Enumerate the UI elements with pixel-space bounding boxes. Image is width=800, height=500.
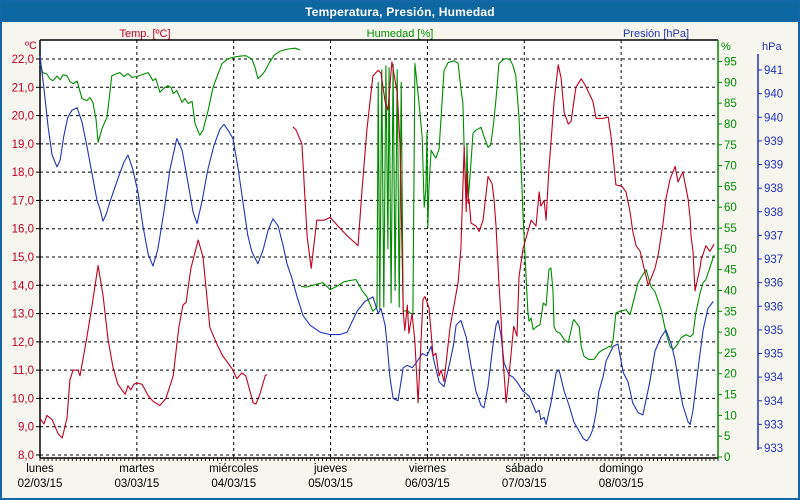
temp-tick-label: 12,0: [12, 337, 34, 349]
day-name-label: domingo: [599, 463, 643, 475]
humidity-tick-label: 5: [724, 431, 730, 443]
temp-tick-label: 14,0: [12, 280, 34, 292]
humidity-tick-label: 15: [724, 390, 737, 402]
pressure-tick-label: 938: [764, 207, 783, 219]
day-date-label: 05/03/15: [308, 478, 353, 490]
humidity-tick-label: 75: [724, 140, 737, 152]
temp-tick-label: 22,0: [12, 54, 34, 66]
humidity-tick-label: 70: [724, 161, 737, 173]
temp-tick-label: 10,0: [12, 393, 34, 405]
humidity-tick-label: 90: [724, 77, 737, 89]
humidity-tick-label: 45: [724, 265, 737, 277]
humidity-tick-label: 25: [724, 348, 737, 360]
humidity-tick-label: 35: [724, 306, 737, 318]
pressure-tick-label: 936: [764, 278, 783, 290]
humidity-tick-label: 55: [724, 223, 737, 235]
humidity-series-line: [39, 47, 301, 143]
day-name-label: sábado: [505, 463, 543, 475]
temp-tick-label: 8,0: [18, 450, 34, 462]
temp-tick-label: 18,0: [12, 167, 34, 179]
pressure-tick-label: 934: [764, 396, 784, 408]
pressure-tick-label: 935: [764, 349, 783, 361]
day-name-label: lunes: [26, 463, 54, 475]
humidity-series-label: Humedad [%]: [366, 28, 434, 40]
pressure-tick-label: 936: [764, 301, 783, 313]
pressure-tick-label: 937: [764, 254, 783, 266]
pressure-tick-label: 940: [764, 112, 783, 124]
humidity-tick-label: 95: [724, 57, 737, 69]
temp-tick-label: 11,0: [12, 365, 34, 377]
temp-series-label: Temp. [ºC]: [119, 28, 171, 40]
pressure-series-line: [39, 55, 714, 442]
humidity-tick-label: 0: [724, 452, 730, 464]
day-name-label: miércoles: [209, 463, 258, 475]
pressure-tick-label: 941: [764, 65, 783, 77]
day-date-label: 06/03/15: [405, 478, 450, 490]
day-name-label: martes: [119, 463, 154, 475]
temp-series-line: [39, 239, 268, 439]
humidity-tick-label: 85: [724, 98, 737, 110]
day-date-label: 08/03/15: [599, 478, 644, 490]
window-title: Temperatura, Presión, Humedad: [305, 5, 495, 19]
temp-tick-label: 13,0: [12, 309, 34, 321]
humidity-tick-label: 10: [724, 410, 737, 422]
humidity-tick-label: 65: [724, 181, 737, 193]
humidity-tick-label: 60: [724, 202, 737, 214]
temp-tick-label: 20,0: [12, 111, 34, 123]
day-date-label: 03/03/15: [114, 478, 159, 490]
day-date-label: 04/03/15: [211, 478, 256, 490]
day-date-label: 02/03/15: [18, 478, 63, 490]
pressure-tick-label: 940: [764, 89, 783, 101]
temp-series-line: [292, 61, 715, 404]
temp-tick-label: 16,0: [12, 224, 34, 236]
day-name-label: jueves: [313, 463, 347, 475]
temp-axis-unit: ºC: [25, 40, 37, 52]
pressure-tick-label: 935: [764, 325, 783, 337]
pressure-series-label: Presión [hPa]: [622, 28, 690, 40]
temp-tick-label: 17,0: [12, 195, 34, 207]
humidity-tick-label: 80: [724, 119, 737, 131]
humidity-tick-label: 40: [724, 285, 737, 297]
pressure-tick-label: 934: [764, 372, 784, 384]
title-bar: Temperatura, Presión, Humedad: [2, 2, 798, 22]
day-date-label: 07/03/15: [502, 478, 547, 490]
pressure-tick-label: 937: [764, 230, 783, 242]
humidity-tick-label: 30: [724, 327, 737, 339]
pressure-axis-unit: hPa: [762, 41, 782, 53]
humidity-tick-label: 20: [724, 369, 737, 381]
humidity-series-line: [301, 58, 715, 361]
temp-tick-label: 9,0: [18, 422, 34, 434]
humidity-axis-unit: %: [721, 41, 731, 53]
day-name-label: viernes: [409, 463, 446, 475]
temp-tick-label: 21,0: [12, 82, 34, 94]
pressure-tick-label: 939: [764, 160, 783, 172]
temp-tick-label: 19,0: [12, 139, 34, 151]
pressure-tick-label: 938: [764, 183, 783, 195]
pressure-tick-label: 933: [764, 419, 783, 431]
pressure-tick-label: 933: [764, 443, 783, 455]
humidity-tick-label: 50: [724, 244, 737, 256]
temp-tick-label: 15,0: [12, 252, 34, 264]
pressure-tick-label: 939: [764, 136, 783, 148]
